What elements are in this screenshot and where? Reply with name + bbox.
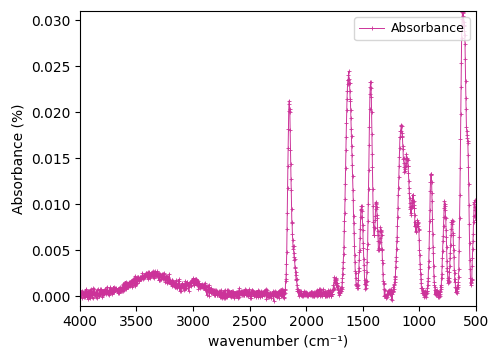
Y-axis label: Absorbance (%): Absorbance (%)	[11, 103, 25, 213]
Absorbance	[285, 164, 291, 168]
Legend: Absorbance: Absorbance	[354, 17, 470, 40]
Absorbance	[214, 291, 220, 296]
Absorbance	[398, 122, 404, 127]
Absorbance	[473, 218, 479, 222]
Line: Absorbance: Absorbance	[78, 10, 478, 303]
Absorbance	[260, 291, 266, 295]
Absorbance	[460, 9, 466, 14]
Absorbance	[270, 298, 276, 303]
Absorbance	[173, 282, 179, 287]
X-axis label: wavenumber (cm⁻¹): wavenumber (cm⁻¹)	[208, 335, 348, 349]
Absorbance	[77, 288, 83, 292]
Absorbance	[468, 275, 473, 280]
